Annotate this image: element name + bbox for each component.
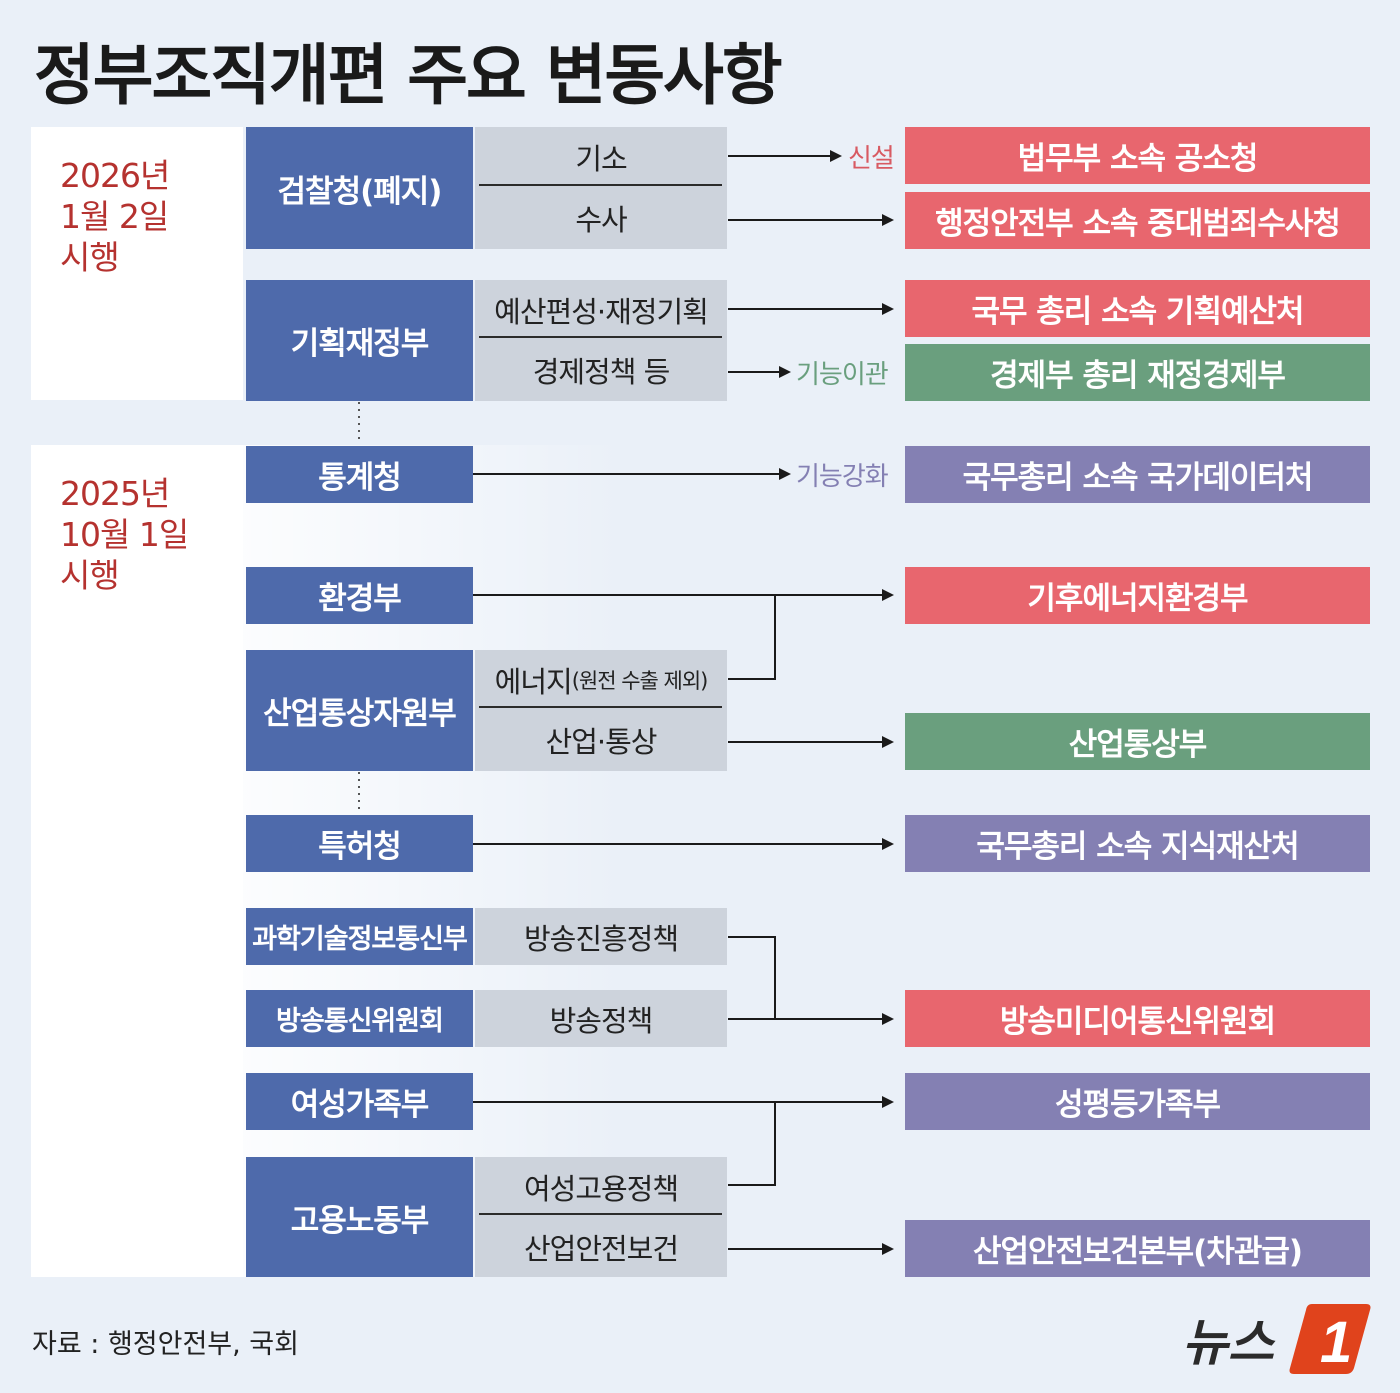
org-broadcast-commission: 방송통신위원회 <box>246 990 473 1047</box>
function-women-employment: 여성고용정책 <box>523 1171 679 1206</box>
org-gender-family: 여성가족부 <box>246 1073 473 1130</box>
tag-strengthen: 기능강화 <box>796 462 889 492</box>
logo-number: 1 <box>1320 1310 1352 1375</box>
result-finance-economy: 경제부 총리 재정경제부 <box>905 344 1370 401</box>
org-labor: 고용노동부 <box>246 1157 473 1277</box>
function-economic-policy: 경제정책 등 <box>532 355 671 389</box>
org-patent: 특허청 <box>246 815 473 872</box>
divider <box>479 706 722 708</box>
result-data-office: 국무총리 소속 국가데이터처 <box>905 446 1370 503</box>
divider <box>479 184 722 186</box>
function-group-prosecution <box>475 127 727 249</box>
org-environment: 환경부 <box>246 567 473 624</box>
function-industrial-safety: 산업안전보건 <box>523 1231 679 1266</box>
result-trade-industry: 산업통상부 <box>905 713 1370 770</box>
source-note: 자료 : 행정안전부, 국회 <box>32 1329 299 1360</box>
logo-text: 뉴스 <box>1182 1315 1276 1371</box>
section-2025-panel <box>31 445 243 1277</box>
connector-science-broadcast <box>728 936 776 1019</box>
function-energy-label: 에너지 <box>494 664 573 699</box>
function-group-finance <box>475 280 727 401</box>
function-energy-note: (원전 수출 제외) <box>571 668 709 693</box>
news1-logo: 뉴스 1 <box>1180 1298 1372 1376</box>
result-prosecution-service: 법무부 소속 공소청 <box>905 127 1370 184</box>
result-media-communications: 방송미디어통신위원회 <box>905 990 1370 1047</box>
tag-transfer: 기능이관 <box>796 360 889 390</box>
result-budget-office: 국무 총리 소속 기획예산처 <box>905 280 1370 337</box>
connector-energy <box>728 595 776 680</box>
org-prosecution: 검찰청(폐지) <box>246 127 473 249</box>
result-safety-headquarters: 산업안전보건본부(차관급) <box>905 1220 1370 1277</box>
connector-women-employment <box>728 1102 776 1186</box>
function-broadcast-policy: 방송정책 <box>475 990 727 1047</box>
effective-date-2025: 2025년 10월 1일 시행 <box>60 474 189 595</box>
page-title: 정부조직개편 주요 변동사항 <box>34 37 783 114</box>
result-serious-crime-agency: 행정안전부 소속 중대범죄수사청 <box>905 192 1370 249</box>
function-group-labor <box>475 1157 727 1277</box>
function-trade: 산업·통상 <box>545 725 658 759</box>
result-climate-energy: 기후에너지환경부 <box>905 567 1370 624</box>
org-science-ict: 과학기술정보통신부 <box>246 908 473 965</box>
divider <box>479 1213 722 1215</box>
org-statistics: 통계청 <box>246 446 473 503</box>
function-group-industry <box>475 650 727 771</box>
tag-new: 신설 <box>848 144 895 174</box>
function-charge: 기소 <box>575 142 627 176</box>
result-gender-equality: 성평등가족부 <box>905 1073 1370 1130</box>
function-energy: 에너지 (원전 수출 제외) <box>475 653 727 706</box>
section-2026-panel <box>31 127 243 400</box>
function-budget: 예산편성·재정기획 <box>494 294 709 329</box>
function-broadcast-promotion: 방송진흥정책 <box>475 908 727 965</box>
news1-logo-icon: 뉴스 1 <box>1182 1304 1371 1375</box>
org-industry: 산업통상자원부 <box>246 650 473 771</box>
org-finance: 기획재정부 <box>246 280 473 401</box>
effective-date-2026: 2026년 1월 2일 시행 <box>60 156 170 277</box>
divider <box>479 336 722 338</box>
result-ip-office: 국무총리 소속 지식재산처 <box>905 815 1370 872</box>
function-investigation: 수사 <box>575 203 627 237</box>
